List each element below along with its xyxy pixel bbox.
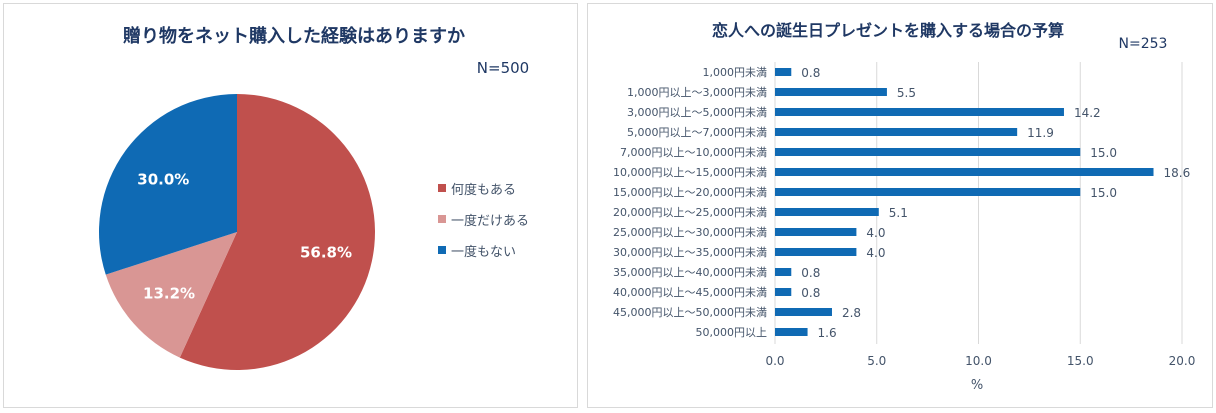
bar-value-label: 15.0 [1090,186,1117,200]
bar [775,188,1081,196]
bar-value-label: 14.2 [1074,106,1101,120]
pie-slice-label: 30.0% [137,170,189,188]
y-category-label: 50,000円以上 [696,326,768,339]
bar [775,128,1018,136]
bar-value-label: 1.6 [818,326,837,340]
y-category-label: 7,000円以上～10,000円未満 [620,146,767,159]
bar-chart: 恋人への誕生日プレゼントを購入する場合の予算 N=253 1,000円未満 1,0… [613,21,1196,393]
bar [775,328,808,336]
pie-slice [105,232,237,358]
y-category-label: 5,000円以上～7,000円未満 [627,126,767,139]
y-category-label: 25,000円以上～30,000円未満 [613,226,767,239]
legend-item: 一度もない [451,244,516,260]
bar [775,268,792,276]
y-category-label: 1,000円未満 [703,66,768,79]
y-category-label: 20,000円以上～25,000円未満 [613,206,767,219]
legend-swatch [438,246,446,254]
bar [775,108,1064,116]
x-tick-label: 10.0 [965,354,992,368]
y-category-label: 40,000円以上～45,000円未満 [613,286,767,299]
bar [775,248,857,256]
bar-chart-panel: 恋人への誕生日プレゼントを購入する場合の予算 N=253 1,000円未満 1,0… [587,3,1213,408]
bar-value-label: 0.8 [801,66,820,80]
bar-value-label: 15.0 [1090,146,1117,160]
bar-value-label: 0.8 [801,286,820,300]
bar-value-label: 4.0 [866,246,885,260]
bar [775,308,832,316]
bar [775,288,792,296]
x-tick-label: 5.0 [867,354,886,368]
x-tick-label: 15.0 [1067,354,1094,368]
legend-swatch [438,215,446,223]
x-tick-label: 0.0 [765,354,784,368]
bar [775,228,857,236]
bar [775,88,887,96]
bar-value-label: 4.0 [866,226,885,240]
pie-sample-size: N=500 [477,59,529,77]
pie-slice [179,94,376,370]
bar [775,208,879,216]
pie-slice-label: 56.8% [300,243,352,261]
bar-value-label: 2.8 [842,306,861,320]
x-tick-label: 20.0 [1169,354,1196,368]
bar-value-label: 0.8 [801,266,820,280]
legend-swatch [438,184,446,192]
pie-chart-panel: 贈り物をネット購入した経験はありますか N=500 56.8% 13.2% 30.0… [3,3,578,408]
x-axis-label: % [971,378,983,393]
legend-item: 一度だけある [451,213,529,229]
bar [775,148,1081,156]
pie-slice [98,94,237,275]
y-category-label: 30,000円以上～35,000円未満 [613,246,767,259]
bar-value-label: 11.9 [1027,126,1054,140]
bar [775,68,792,76]
y-category-label: 3,000円以上～5,000円未満 [627,106,767,119]
bar-sample-size: N=253 [1119,36,1168,52]
y-category-label: 1,000円以上～3,000円未満 [627,86,767,99]
y-category-label: 10,000円以上～15,000円未満 [613,166,767,179]
y-category-label: 45,000円以上～50,000円未満 [613,306,767,319]
bar-chart-title: 恋人への誕生日プレゼントを購入する場合の予算 [712,21,1064,40]
pie-chart: 贈り物をネット購入した経験はありますか N=500 56.8% 13.2% 30.0… [98,25,529,370]
bar-value-label: 5.5 [897,86,916,100]
y-category-label: 35,000円以上～40,000円未満 [613,266,767,279]
bar-value-label: 5.1 [889,206,908,220]
bar [775,168,1154,176]
y-category-label: 15,000円以上～20,000円未満 [613,186,767,199]
bar-value-label: 18.6 [1164,166,1191,180]
pie-slice-label: 13.2% [143,285,195,303]
pie-chart-title: 贈り物をネット購入した経験はありますか [123,25,465,47]
legend-item: 何度もある [451,182,516,198]
